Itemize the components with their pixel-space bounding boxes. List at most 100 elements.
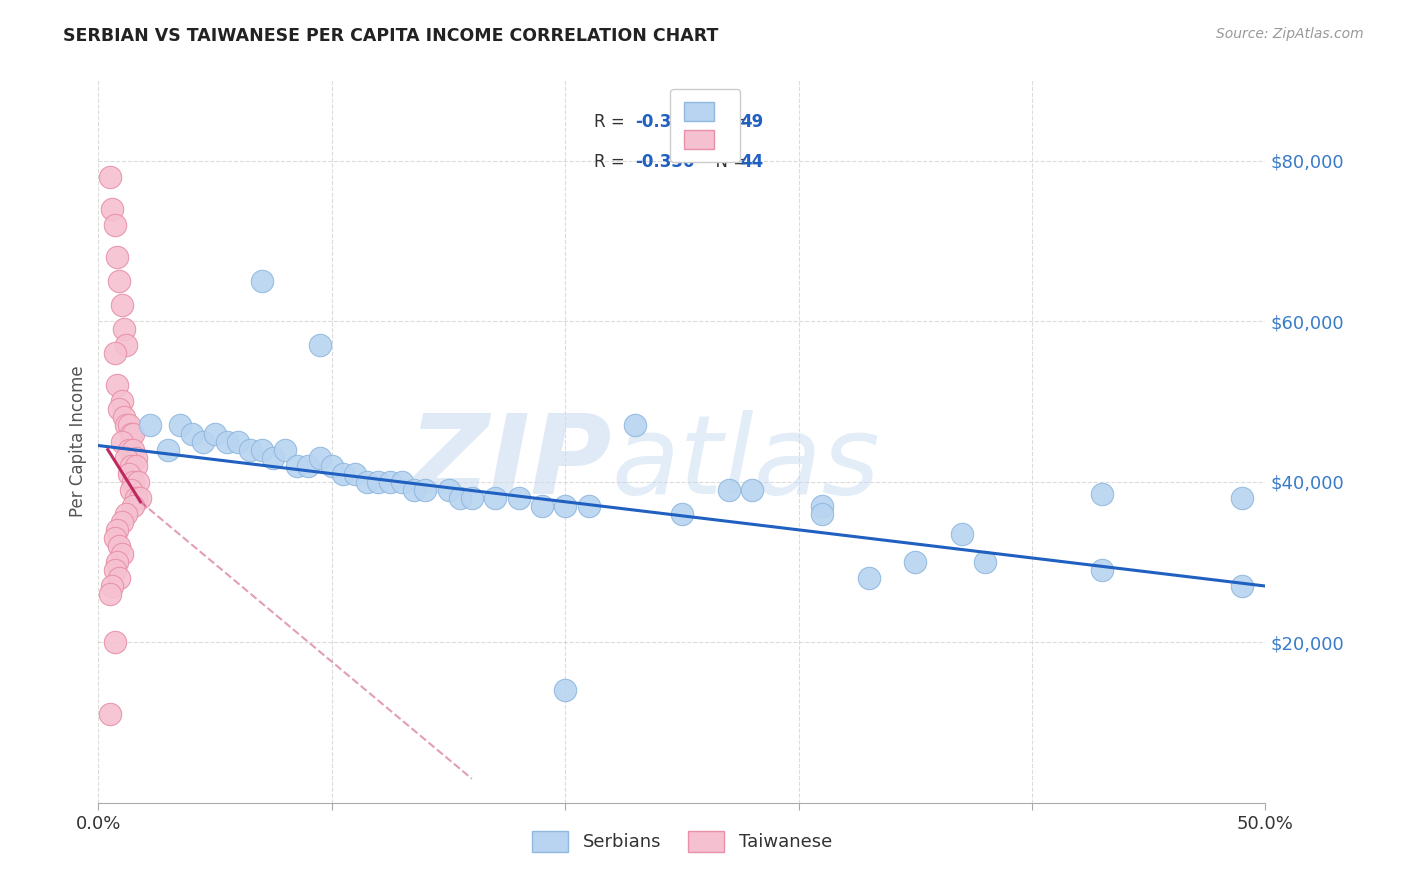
Point — [484, 491, 506, 505]
Point — [309, 338, 332, 352]
Point — [118, 442, 141, 457]
Point — [250, 442, 273, 457]
Point — [127, 475, 149, 489]
Point — [115, 507, 138, 521]
Point — [391, 475, 413, 489]
Point — [1230, 579, 1253, 593]
Point — [157, 442, 180, 457]
Point — [120, 483, 142, 497]
Point — [105, 523, 128, 537]
Point — [169, 418, 191, 433]
Text: atlas: atlas — [612, 409, 880, 516]
Point — [120, 426, 142, 441]
Point — [125, 450, 148, 465]
Point — [578, 499, 600, 513]
Point — [104, 635, 127, 649]
Point — [108, 402, 131, 417]
Point — [111, 515, 134, 529]
Point — [321, 458, 343, 473]
Point — [120, 458, 142, 473]
Point — [104, 346, 127, 360]
Point — [129, 491, 152, 505]
Text: Source: ZipAtlas.com: Source: ZipAtlas.com — [1216, 27, 1364, 41]
Point — [122, 426, 145, 441]
Point — [204, 426, 226, 441]
Point — [105, 555, 128, 569]
Point — [122, 442, 145, 457]
Point — [105, 250, 128, 264]
Point — [98, 169, 121, 184]
Point — [508, 491, 530, 505]
Point — [105, 378, 128, 392]
Text: -0.369: -0.369 — [636, 112, 695, 131]
Point — [115, 418, 138, 433]
Point — [285, 458, 308, 473]
Point — [274, 442, 297, 457]
Point — [115, 338, 138, 352]
Point — [904, 555, 927, 569]
Point — [111, 394, 134, 409]
Text: R =: R = — [595, 112, 630, 131]
Point — [122, 475, 145, 489]
Point — [250, 274, 273, 288]
Point — [108, 539, 131, 553]
Point — [741, 483, 763, 497]
Point — [858, 571, 880, 585]
Point — [332, 467, 354, 481]
Point — [239, 442, 262, 457]
Point — [112, 322, 135, 336]
Point — [108, 274, 131, 288]
Point — [180, 426, 202, 441]
Point — [671, 507, 693, 521]
Point — [104, 563, 127, 577]
Legend: Serbians, Taiwanese: Serbians, Taiwanese — [524, 823, 839, 859]
Point — [104, 531, 127, 545]
Point — [356, 475, 378, 489]
Point — [139, 418, 162, 433]
Point — [215, 434, 238, 449]
Point — [554, 499, 576, 513]
Y-axis label: Per Capita Income: Per Capita Income — [69, 366, 87, 517]
Point — [950, 526, 973, 541]
Point — [1230, 491, 1253, 505]
Text: -0.330: -0.330 — [636, 153, 695, 170]
Text: ZIP: ZIP — [408, 409, 612, 516]
Text: N =: N = — [706, 112, 752, 131]
Point — [111, 298, 134, 312]
Point — [193, 434, 215, 449]
Point — [297, 458, 319, 473]
Point — [449, 491, 471, 505]
Text: N =: N = — [706, 153, 752, 170]
Point — [125, 458, 148, 473]
Point — [115, 450, 138, 465]
Point — [111, 434, 134, 449]
Point — [413, 483, 436, 497]
Point — [118, 467, 141, 481]
Point — [309, 450, 332, 465]
Point — [228, 434, 250, 449]
Text: 44: 44 — [741, 153, 763, 170]
Point — [530, 499, 553, 513]
Point — [624, 418, 647, 433]
Point — [461, 491, 484, 505]
Point — [437, 483, 460, 497]
Point — [118, 418, 141, 433]
Point — [125, 491, 148, 505]
Point — [108, 571, 131, 585]
Text: 49: 49 — [741, 112, 763, 131]
Point — [402, 483, 425, 497]
Point — [104, 218, 127, 232]
Text: SERBIAN VS TAIWANESE PER CAPITA INCOME CORRELATION CHART: SERBIAN VS TAIWANESE PER CAPITA INCOME C… — [63, 27, 718, 45]
Point — [98, 587, 121, 601]
Point — [811, 507, 834, 521]
Point — [380, 475, 402, 489]
Point — [367, 475, 389, 489]
Point — [554, 683, 576, 698]
Point — [974, 555, 997, 569]
Text: R =: R = — [595, 153, 630, 170]
Point — [101, 579, 124, 593]
Point — [1091, 563, 1114, 577]
Point — [111, 547, 134, 561]
Point — [344, 467, 367, 481]
Point — [101, 202, 124, 216]
